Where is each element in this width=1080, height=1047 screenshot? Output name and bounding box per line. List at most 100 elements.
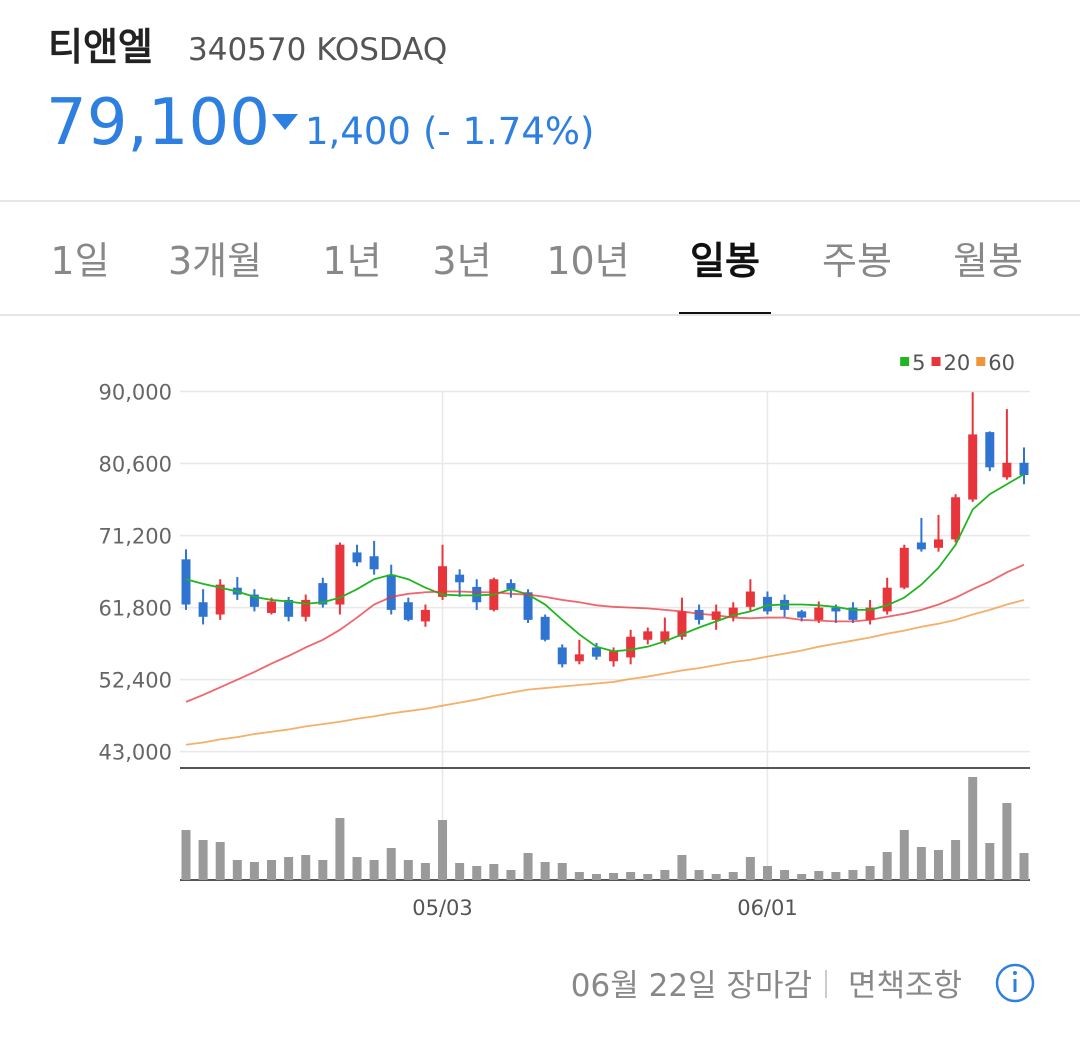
- volume-bar: [609, 873, 619, 880]
- volume-bar: [865, 866, 875, 880]
- tab[interactable]: 3년: [432, 239, 491, 283]
- candle-body: [301, 599, 311, 617]
- volume-bar: [574, 872, 584, 880]
- tab[interactable]: 3개월: [168, 239, 262, 283]
- moving-average-line: [185, 563, 1025, 703]
- legend-swatch: [976, 357, 986, 366]
- moving-average-line: [185, 473, 1025, 653]
- volume-bar: [745, 857, 755, 880]
- volume-bar: [506, 870, 516, 880]
- volume-bar: [318, 860, 328, 880]
- candle-body: [643, 631, 653, 640]
- candle-body: [1002, 462, 1012, 478]
- stock-code: 340570 KOSDAQ: [188, 32, 447, 68]
- volume-bar: [249, 862, 259, 880]
- candle-body: [420, 609, 430, 622]
- volume-bar: [951, 840, 961, 880]
- volume-bar: [848, 870, 858, 880]
- candle-body: [352, 552, 362, 563]
- volume-bar: [352, 857, 362, 880]
- candle-body: [933, 539, 943, 548]
- legend-label: 60: [988, 351, 1015, 375]
- candle-body: [369, 556, 379, 570]
- candle-body: [609, 651, 619, 662]
- volume-bar: [557, 863, 567, 880]
- volume-bar: [780, 870, 790, 880]
- candle-body: [762, 596, 772, 612]
- volume-bar: [420, 863, 430, 880]
- candle-body: [626, 636, 636, 658]
- candle-body: [506, 583, 516, 590]
- volume-bar: [831, 872, 841, 880]
- volume-bar: [797, 874, 807, 880]
- candle-body: [745, 591, 755, 607]
- volume-bar: [403, 860, 413, 880]
- candle-body: [318, 583, 328, 605]
- disclaimer[interactable]: 면책조항: [848, 968, 962, 1004]
- change-percent: (- 1.74%): [423, 110, 595, 153]
- volume-bar: [899, 830, 909, 880]
- candle-body: [591, 647, 601, 657]
- y-tick-label: 43,000: [99, 741, 172, 765]
- volume-bar: [728, 872, 738, 880]
- legend-label: 5: [912, 351, 925, 375]
- volume-bar: [968, 777, 978, 880]
- candle-body: [267, 601, 277, 613]
- y-tick-label: 90,000: [99, 380, 172, 404]
- candle-body: [882, 587, 892, 612]
- legend-swatch: [931, 357, 941, 366]
- volume-bar: [523, 853, 533, 880]
- volume-bar: [1002, 803, 1012, 880]
- volume-bar: [540, 862, 550, 880]
- volume-bar: [814, 871, 824, 880]
- volume-bar: [438, 820, 448, 880]
- candle-body: [335, 544, 345, 605]
- legend-label: 20: [944, 351, 971, 375]
- candle-body: [848, 607, 858, 620]
- y-tick-label: 61,800: [99, 597, 172, 621]
- moving-average-line: [185, 599, 1025, 746]
- x-tick-label: 06/01: [737, 896, 798, 920]
- volume-bar: [916, 847, 926, 880]
- volume-bar: [181, 830, 191, 880]
- volume-bar: [386, 848, 396, 880]
- y-tick-label: 80,600: [99, 453, 172, 477]
- change-amount: 1,400: [305, 110, 411, 153]
- volume-bar: [198, 840, 208, 880]
- x-tick-label: 05/03: [412, 896, 473, 920]
- tab[interactable]: 1년: [322, 239, 381, 283]
- candle-body: [215, 584, 225, 615]
- tab[interactable]: 주봉: [822, 239, 892, 283]
- volume-bar: [660, 870, 670, 880]
- volume-bar: [489, 864, 499, 880]
- change: 1,400 (- 1.74%): [305, 110, 594, 153]
- candle-body: [899, 547, 909, 588]
- legend-swatch: [900, 357, 910, 366]
- candle-body: [284, 599, 294, 617]
- volume-bar: [933, 850, 943, 880]
- tab[interactable]: 1일: [50, 239, 109, 283]
- down-arrow: [272, 114, 298, 130]
- tab[interactable]: 일봉: [690, 239, 760, 283]
- y-tick-label: 52,400: [99, 669, 172, 693]
- volume-bar: [1019, 853, 1029, 880]
- candle-body: [677, 611, 687, 637]
- candle-body: [574, 654, 584, 662]
- volume-bar: [232, 860, 242, 880]
- volume-bar: [762, 866, 772, 880]
- info-icon[interactable]: [995, 963, 1035, 1003]
- candle-body: [557, 647, 567, 665]
- volume-bar: [215, 842, 225, 880]
- candle-body: [403, 602, 413, 620]
- volume-bar: [472, 866, 482, 880]
- candle-body: [951, 497, 961, 540]
- candle-body: [438, 566, 448, 597]
- volume-bar: [369, 860, 379, 880]
- volume-bar: [267, 860, 277, 880]
- tab[interactable]: 10년: [546, 239, 629, 283]
- volume-bar: [335, 818, 345, 880]
- candle-body: [728, 607, 738, 617]
- volume-bar: [455, 863, 465, 880]
- volume-bar: [882, 852, 892, 880]
- tab[interactable]: 월봉: [953, 239, 1023, 283]
